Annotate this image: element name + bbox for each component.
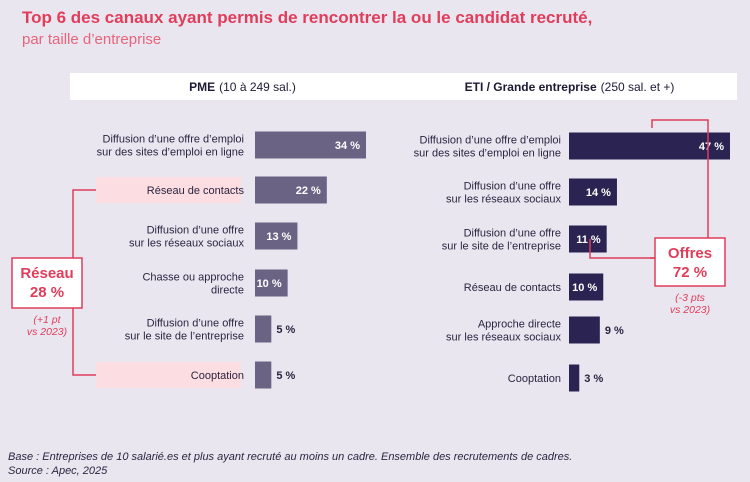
category-label-right-5: Cooptation: [508, 373, 561, 385]
category-label-line-left-0-0: Diffusion d’une offre d’emploi: [103, 134, 244, 146]
panel-title-eti: ETI / Grande entreprise: [464, 79, 597, 94]
bar-value-label-right-2: 11 %: [576, 234, 601, 246]
category-label-right-1: Diffusion d’une offre sur les réseaux soc…: [446, 181, 561, 206]
category-label-right-2: Diffusion d’une offre sur le site de l’en…: [442, 228, 561, 253]
callout-offres-title: Offres: [667, 245, 713, 262]
callout-reseau: Réseau 28 %: [12, 264, 82, 302]
category-label-line-right-0-0: Diffusion d’une offre d’emploi: [420, 135, 561, 147]
category-highlight-left-1: [96, 177, 241, 203]
category-label-line-left-3-0: Chasse ou approche: [142, 272, 244, 284]
category-label-line-right-1-0: Diffusion d’une offre: [464, 181, 561, 193]
category-label-right-3: Réseau de contacts: [464, 282, 562, 294]
bar-left-0: [255, 131, 366, 159]
category-label-line-right-5-0: Cooptation: [508, 373, 561, 385]
bar-value-label-left-4: 5 %: [276, 324, 295, 336]
panel-header-eti: ETI / Grande entreprise (250 sal. et +): [402, 73, 737, 100]
chart-title: Top 6 des canaux ayant permis de rencont…: [22, 8, 593, 27]
bar-left-2: [255, 222, 298, 250]
category-label-line-right-4-0: Approche directe: [478, 319, 561, 331]
category-label-right-0: Diffusion d’une offre d’emploi sur des si…: [414, 135, 561, 160]
category-highlight-left-5: [96, 362, 241, 388]
category-label-line-left-2-1: sur les réseaux sociaux: [129, 238, 244, 250]
panel-subtitle-pme: (10 à 249 sal.): [219, 79, 296, 94]
category-label-line-left-0-1: sur des sites d’emploi en ligne: [97, 147, 244, 159]
bar-right-2: [569, 225, 607, 253]
bar-right-0: [569, 132, 730, 160]
panel-header-pme: PME (10 à 249 sal.): [70, 73, 415, 100]
category-label-left-2: Diffusion d’une offre sur les réseaux soc…: [129, 225, 244, 250]
bar-value-label-right-3: 10 %: [572, 282, 597, 294]
callout-offres: Offres 72 %: [655, 244, 725, 282]
bar-right-4: [569, 316, 600, 344]
callout-reseau-note-line2: vs 2023): [26, 326, 68, 338]
panel-subtitle-eti: (250 sal. et +): [600, 79, 675, 94]
category-label-line-left-2-0: Diffusion d’une offre: [147, 225, 244, 237]
category-label-line-left-3-1: directe: [211, 285, 244, 297]
callout-reseau-note-line1: (+1 pt: [33, 314, 61, 326]
offres-bracket-bottom: [589, 239, 655, 259]
callout-reseau-note: (+1 pt vs 2023): [18, 314, 76, 338]
callout-offres-note-line1: (-3 pts: [675, 292, 705, 304]
category-label-left-5: Cooptation: [191, 370, 244, 382]
bar-left-1: [255, 176, 327, 204]
bar-value-label-left-0: 34 %: [335, 140, 360, 152]
callout-offres-note: (-3 pts vs 2023): [660, 292, 720, 316]
offres-callout-box: [654, 237, 726, 287]
bar-value-label-left-2: 13 %: [266, 231, 291, 243]
category-label-left-3: Chasse ou approche directe: [142, 272, 244, 297]
bar-left-4: [255, 315, 272, 343]
category-label-line-right-0-1: sur des sites d’emploi en ligne: [414, 148, 561, 160]
category-label-line-right-4-1: sur les réseaux sociaux: [446, 332, 561, 344]
bar-right-3: [569, 273, 604, 301]
footnote-source: Source : Apec, 2025: [8, 465, 108, 477]
category-label-line-left-4-1: sur le site de l’entreprise: [125, 331, 244, 343]
bar-value-label-right-5: 3 %: [584, 373, 603, 385]
category-label-line-right-2-1: sur le site de l’entreprise: [442, 241, 561, 253]
category-label-left-4: Diffusion d’une offre sur le site de l’en…: [125, 318, 244, 343]
bar-left-3: [255, 269, 288, 297]
bar-right-5: [569, 364, 580, 392]
bar-right-1: [569, 178, 617, 206]
footnote-base: Base : Entreprises de 10 salarié.es et p…: [8, 451, 573, 463]
callout-reseau-value: 28 %: [29, 284, 65, 301]
bar-value-label-right-0: 47 %: [699, 141, 724, 153]
category-label-line-left-4-0: Diffusion d’une offre: [147, 318, 244, 330]
category-label-line-left-1-0: Réseau de contacts: [147, 185, 245, 197]
callout-reseau-title: Réseau: [20, 265, 74, 282]
callout-offres-value: 72 %: [672, 264, 708, 281]
bar-value-label-left-3: 10 %: [257, 278, 282, 290]
category-label-line-right-1-1: sur les réseaux sociaux: [446, 194, 561, 206]
panel-title-pme: PME: [189, 79, 216, 94]
category-label-left-1: Réseau de contacts: [147, 185, 245, 197]
bar-value-label-left-1: 22 %: [296, 185, 321, 197]
chart-subtitle: par taille d’entreprise: [22, 31, 162, 48]
bar-value-label-right-4: 9 %: [605, 325, 624, 337]
category-label-line-right-3-0: Réseau de contacts: [464, 282, 562, 294]
category-label-line-left-5-0: Cooptation: [191, 370, 244, 382]
bar-value-label-right-1: 14 %: [586, 187, 611, 199]
reseau-callout-box: [11, 257, 83, 309]
bar-value-label-left-5: 5 %: [276, 370, 295, 382]
bar-left-5: [255, 361, 272, 389]
category-label-left-0: Diffusion d’une offre d’emploi sur des si…: [97, 134, 244, 159]
category-label-line-right-2-0: Diffusion d’une offre: [464, 228, 561, 240]
callout-offres-note-line2: vs 2023): [669, 304, 711, 316]
category-label-right-4: Approche directe sur les réseaux sociaux: [446, 319, 561, 344]
